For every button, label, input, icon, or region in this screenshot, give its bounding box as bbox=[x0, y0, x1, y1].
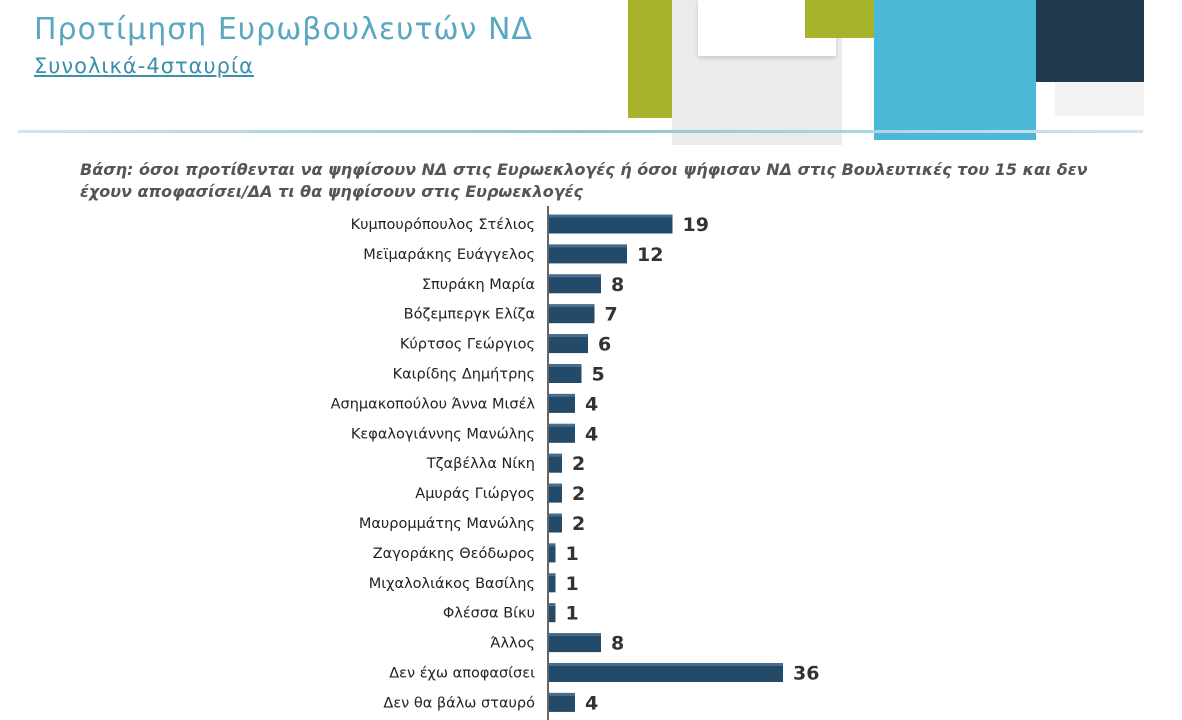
value-label: 6 bbox=[598, 334, 611, 356]
category-label: Ζαγοράκης Θεόδωρος bbox=[373, 546, 535, 562]
bar bbox=[549, 483, 562, 503]
category-label: Κεφαλογιάννης Μανώλης bbox=[351, 426, 535, 442]
bar bbox=[549, 663, 783, 682]
bar-highlight bbox=[549, 244, 627, 248]
bar bbox=[549, 364, 582, 383]
category-label: Σπυράκη Μαρία bbox=[422, 277, 535, 293]
value-label: 19 bbox=[683, 214, 709, 236]
value-label: 4 bbox=[585, 692, 598, 714]
category-label: Ασημακοπούλου Άννα Μισέλ bbox=[331, 396, 536, 412]
category-label: Φλέσσα Βίκυ bbox=[443, 606, 535, 622]
bar bbox=[549, 423, 575, 443]
bar-highlight bbox=[549, 453, 562, 457]
value-label: 1 bbox=[566, 543, 579, 565]
bar-highlight bbox=[549, 274, 601, 278]
bar-highlight bbox=[549, 513, 562, 517]
bar-highlight bbox=[549, 393, 575, 397]
value-label: 8 bbox=[611, 274, 624, 296]
category-label: Δεν έχω αποφασίσει bbox=[389, 666, 535, 682]
bar-highlight bbox=[549, 214, 673, 218]
value-label: 36 bbox=[793, 663, 819, 685]
bar bbox=[549, 633, 601, 653]
value-label: 7 bbox=[605, 304, 618, 326]
value-label: 2 bbox=[572, 483, 585, 505]
value-label: 4 bbox=[585, 423, 598, 445]
bar bbox=[549, 304, 595, 324]
category-label: Δεν θα βάλω σταυρό bbox=[383, 695, 535, 711]
category-label: Άλλος bbox=[490, 636, 535, 652]
category-label: Μαυρομμάτης Μανώλης bbox=[359, 516, 535, 532]
bar bbox=[549, 543, 556, 563]
category-label: Μιχαλολιάκος Βασίλης bbox=[369, 576, 535, 592]
bar bbox=[549, 214, 673, 234]
category-label: Μεϊμαράκης Ευάγγελος bbox=[363, 247, 535, 263]
bar bbox=[549, 453, 562, 473]
bar-highlight bbox=[549, 543, 556, 547]
value-label: 1 bbox=[566, 603, 579, 625]
value-label: 5 bbox=[592, 364, 605, 386]
bar-highlight bbox=[549, 483, 562, 487]
category-label: Αμυράς Γιώργος bbox=[415, 486, 535, 502]
value-label: 12 bbox=[637, 244, 663, 266]
value-label: 1 bbox=[566, 573, 579, 595]
header-divider bbox=[18, 130, 1143, 133]
bar bbox=[549, 603, 556, 623]
bar-chart: Κυμπουρόπουλος Στέλιος 19 Μεϊμαράκης Ευάγγ… bbox=[331, 206, 819, 720]
bar-highlight bbox=[549, 364, 582, 367]
value-label: 2 bbox=[572, 453, 585, 475]
bar bbox=[549, 692, 575, 712]
page-subtitle: Συνολικά-4σταυρία bbox=[34, 54, 254, 78]
bar-highlight bbox=[549, 633, 601, 637]
bar-highlight bbox=[549, 603, 556, 607]
page-title: Προτίμηση Ευρωβουλευτών ΝΔ bbox=[34, 12, 533, 47]
bar bbox=[549, 573, 556, 593]
value-label: 2 bbox=[572, 513, 585, 535]
category-label: Τζαβέλλα Νίκη bbox=[426, 456, 535, 472]
category-label: Καιρίδης Δημήτρης bbox=[393, 367, 535, 383]
bar-highlight bbox=[549, 663, 783, 666]
bar-highlight bbox=[549, 304, 595, 308]
header-decoration bbox=[600, 0, 1160, 150]
value-label: 4 bbox=[585, 393, 598, 415]
bar bbox=[549, 393, 575, 413]
bar-highlight bbox=[549, 692, 575, 696]
category-label: Βόζεμπεργκ Ελίζα bbox=[404, 307, 535, 323]
basis-note: Βάση: όσοι προτίθενται να ψηφίσουν ΝΔ στ… bbox=[80, 160, 1088, 201]
bar-highlight bbox=[549, 334, 588, 338]
bar bbox=[549, 244, 627, 264]
bar bbox=[549, 334, 588, 354]
value-label: 8 bbox=[611, 633, 624, 655]
category-label: Κύρτσος Γεώργιος bbox=[400, 337, 535, 353]
bar-highlight bbox=[549, 423, 575, 427]
bar-highlight bbox=[549, 573, 556, 577]
bar bbox=[549, 513, 562, 533]
category-label: Κυμπουρόπουλος Στέλιος bbox=[351, 217, 535, 233]
bar bbox=[549, 274, 601, 294]
